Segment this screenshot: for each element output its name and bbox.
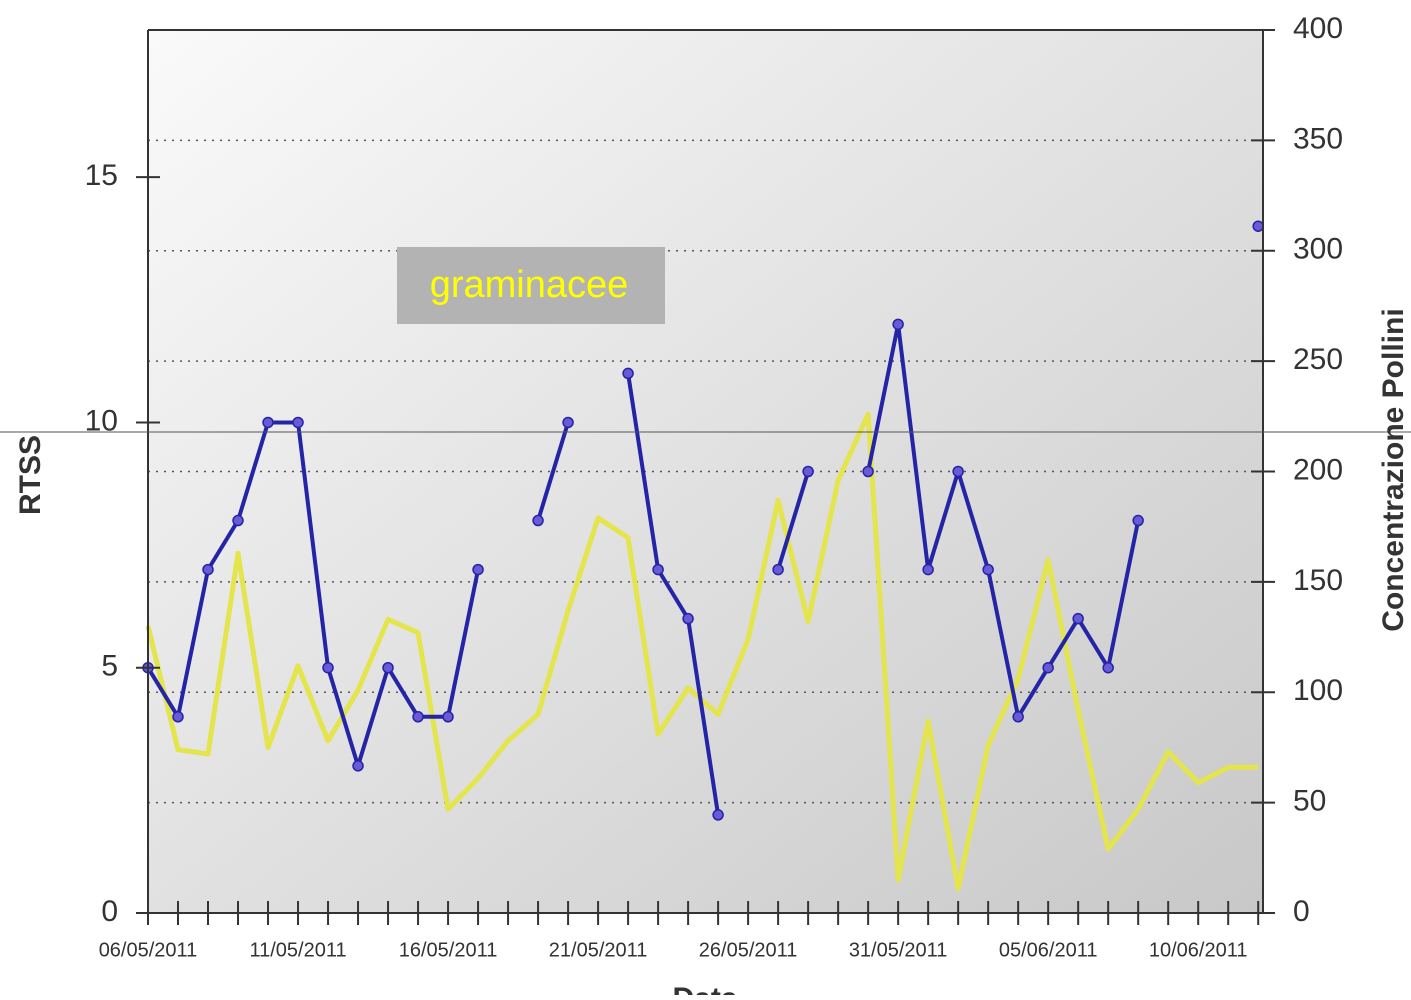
point	[1072, 612, 1084, 625]
point	[772, 563, 784, 576]
annotation: graminacee	[430, 264, 629, 306]
point	[862, 465, 874, 478]
y-tick-label: 10	[85, 404, 118, 437]
point	[652, 563, 664, 576]
point	[922, 563, 934, 576]
series-line	[145, 411, 1259, 892]
point	[562, 416, 574, 429]
point	[352, 760, 364, 772]
point	[712, 809, 724, 821]
point	[1102, 661, 1114, 674]
point	[322, 661, 334, 674]
annotation-box	[397, 247, 665, 324]
y2-tick-label: 100	[1293, 674, 1343, 707]
x-tick-label: 05/06/2011	[999, 939, 1098, 961]
x-axis-label: Data	[672, 982, 737, 995]
point	[622, 367, 634, 380]
y-tick-label: 0	[101, 895, 118, 928]
y2-tick-label: 50	[1293, 785, 1326, 818]
point	[292, 416, 304, 429]
x-tick-label: 16/05/2011	[399, 939, 498, 961]
x-tick-label: 26/05/2011	[699, 939, 798, 961]
point	[1132, 514, 1144, 527]
point	[232, 514, 244, 527]
point	[442, 711, 454, 723]
point	[1042, 661, 1054, 674]
point	[382, 661, 394, 674]
point	[202, 563, 214, 576]
y2-tick-label: 200	[1293, 453, 1343, 486]
point	[412, 711, 424, 723]
y-axis-label: RTSS	[14, 435, 47, 515]
x-tick-label: 21/05/2011	[549, 939, 648, 961]
y2-tick-label: 0	[1293, 895, 1310, 928]
point	[1252, 220, 1264, 232]
point	[952, 465, 964, 478]
y-tick-label: 5	[101, 650, 118, 683]
x-tick-label: 06/05/2011	[99, 939, 198, 961]
point	[1012, 711, 1024, 723]
point	[532, 514, 544, 527]
y2-tick-label: 300	[1293, 233, 1343, 266]
y2-tick-label: 400	[1293, 12, 1343, 45]
x-tick-label: 31/05/2011	[849, 939, 948, 961]
y-tick-label: 15	[85, 159, 118, 192]
point	[262, 416, 274, 429]
point	[472, 563, 484, 576]
y2-tick-label: 150	[1293, 564, 1343, 597]
point	[682, 612, 694, 625]
point	[802, 465, 814, 478]
point	[982, 563, 994, 576]
y2-tick-label: 350	[1293, 122, 1343, 155]
y2-axis-label: Concentrazione Pollini	[1377, 308, 1410, 631]
point	[172, 711, 184, 723]
x-tick-label: 10/06/2011	[1149, 939, 1248, 961]
point	[892, 318, 904, 331]
x-tick-label: 11/05/2011	[249, 939, 346, 961]
y2-tick-label: 250	[1293, 343, 1343, 376]
